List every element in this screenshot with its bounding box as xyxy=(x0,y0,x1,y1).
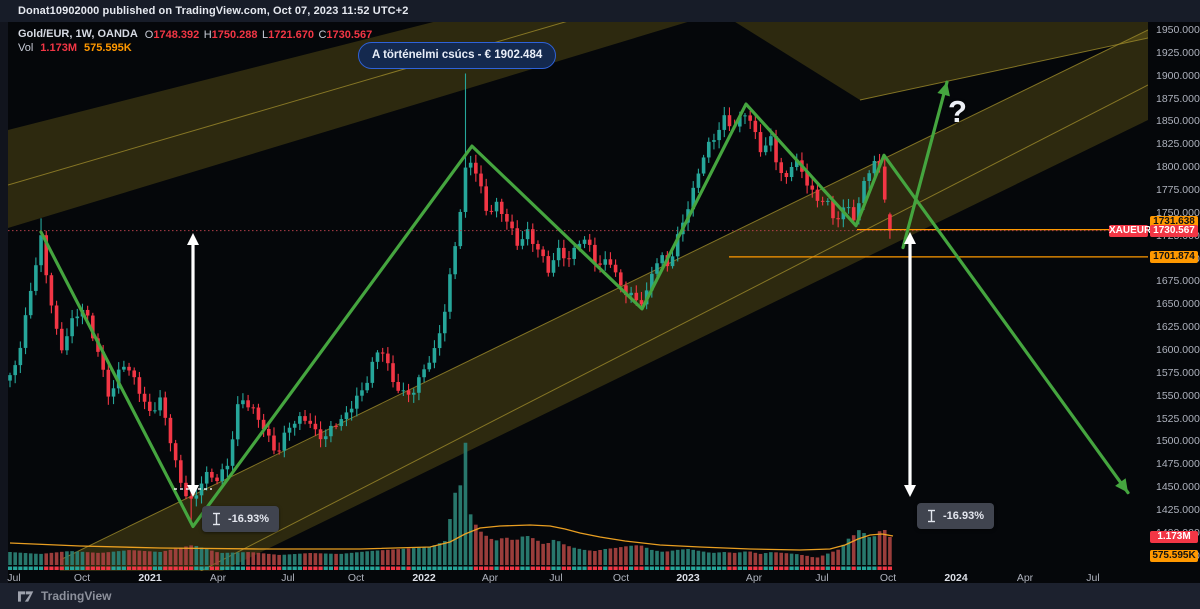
x-axis-label: Apr xyxy=(481,572,499,584)
x-axis-label: Apr xyxy=(745,572,763,584)
x-axis-label: 2024 xyxy=(944,572,968,584)
price-tag-last: 1730.567 xyxy=(1150,225,1198,237)
open-label: O xyxy=(144,29,154,41)
y-axis-label: 1525.000 xyxy=(1156,412,1200,425)
open-value: 1748.392 xyxy=(153,29,200,41)
y-axis-label: 1450.000 xyxy=(1156,481,1200,494)
y-axis-label: 1500.000 xyxy=(1156,435,1200,448)
x-axis-label: 2022 xyxy=(412,572,436,584)
x-axis-label: Oct xyxy=(73,572,91,584)
volume-ma-value: 575.595K xyxy=(84,42,132,54)
low-value: 1721.670 xyxy=(268,29,314,41)
y-axis-label: 1650.000 xyxy=(1156,298,1200,311)
x-axis-label: 2021 xyxy=(138,572,162,584)
x-axis-label: Jul xyxy=(549,572,563,584)
tradingview-logo-icon[interactable] xyxy=(18,590,34,603)
publish-bar: Donat10902000 published on TradingView.c… xyxy=(0,0,1200,22)
ruler-icon xyxy=(928,509,935,523)
tradingview-wordmark[interactable]: TradingView xyxy=(41,589,112,603)
y-axis-label: 1425.000 xyxy=(1156,504,1200,516)
y-axis-label: 1925.000 xyxy=(1156,46,1200,59)
x-axis-label: Oct xyxy=(612,572,630,584)
close-label: C xyxy=(318,29,327,41)
y-axis-label: 1850.000 xyxy=(1156,115,1200,128)
y-axis-label: 1600.000 xyxy=(1156,344,1200,356)
x-axis-label: Apr xyxy=(1016,572,1034,584)
x-axis-label: Jul xyxy=(1086,572,1100,584)
price-tag-1701: 1701.874 xyxy=(1150,251,1198,263)
y-axis-label: 1900.000 xyxy=(1156,69,1200,82)
y-axis-label: 1875.000 xyxy=(1156,92,1200,105)
x-axis-label: Oct xyxy=(879,572,897,584)
x-axis-label: 2023 xyxy=(676,572,700,584)
symbol-title[interactable]: Gold/EUR, 1W, OANDA xyxy=(18,28,138,40)
close-value: 1730.567 xyxy=(326,29,373,41)
footer-bar: TradingView xyxy=(0,583,1200,609)
measure-percent: -16.93% xyxy=(228,513,269,525)
symbol-tag-xaueur: XAUEUR xyxy=(1109,225,1152,237)
x-axis-label: Jul xyxy=(281,572,295,584)
x-axis-label: Jul xyxy=(815,572,829,584)
volume-tag: 1.173M xyxy=(1150,531,1198,543)
price-range-measure-left[interactable]: -16.93% xyxy=(202,506,279,532)
price-range-measure-right[interactable]: -16.93% xyxy=(917,503,994,529)
volume-label: Vol xyxy=(18,42,34,54)
y-axis-label: 1475.000 xyxy=(1156,458,1200,471)
volume-ma-tag: 575.595K xyxy=(1150,550,1198,562)
ruler-icon xyxy=(213,512,220,526)
volume-value: 1.173M xyxy=(40,42,77,54)
chart-legend[interactable]: Gold/EUR, 1W, OANDA O1748.392 H1750.288 … xyxy=(18,27,372,55)
measure-percent: -16.93% xyxy=(943,510,984,522)
x-axis-label: Apr xyxy=(209,572,227,584)
y-axis-label: 1750.000 xyxy=(1156,206,1200,219)
y-axis-label: 1775.000 xyxy=(1156,184,1200,196)
note-historical-high[interactable]: A történelmi csúcs - € 1902.484 xyxy=(358,42,557,69)
low-label: L xyxy=(261,29,269,41)
ohlc-values: O1748.392 H1750.288 L1721.670 C1730.567 xyxy=(145,25,373,43)
y-axis-label: 1825.000 xyxy=(1156,138,1200,151)
y-axis-label: 1575.000 xyxy=(1156,366,1200,379)
y-axis-label: 1800.000 xyxy=(1156,161,1200,174)
x-axis-label: Oct xyxy=(347,572,365,584)
high-value: 1750.288 xyxy=(211,29,258,41)
y-axis-label: 1550.000 xyxy=(1156,389,1200,402)
high-label: H xyxy=(203,29,212,41)
y-axis-label: 1625.000 xyxy=(1156,321,1200,334)
question-mark-annotation[interactable]: ? xyxy=(948,94,967,129)
x-axis-label: Jul xyxy=(7,572,21,584)
y-axis-label: 1950.000 xyxy=(1156,24,1200,36)
publish-info: Donat10902000 published on TradingView.c… xyxy=(18,5,409,17)
y-axis-label: 1675.000 xyxy=(1156,275,1200,288)
